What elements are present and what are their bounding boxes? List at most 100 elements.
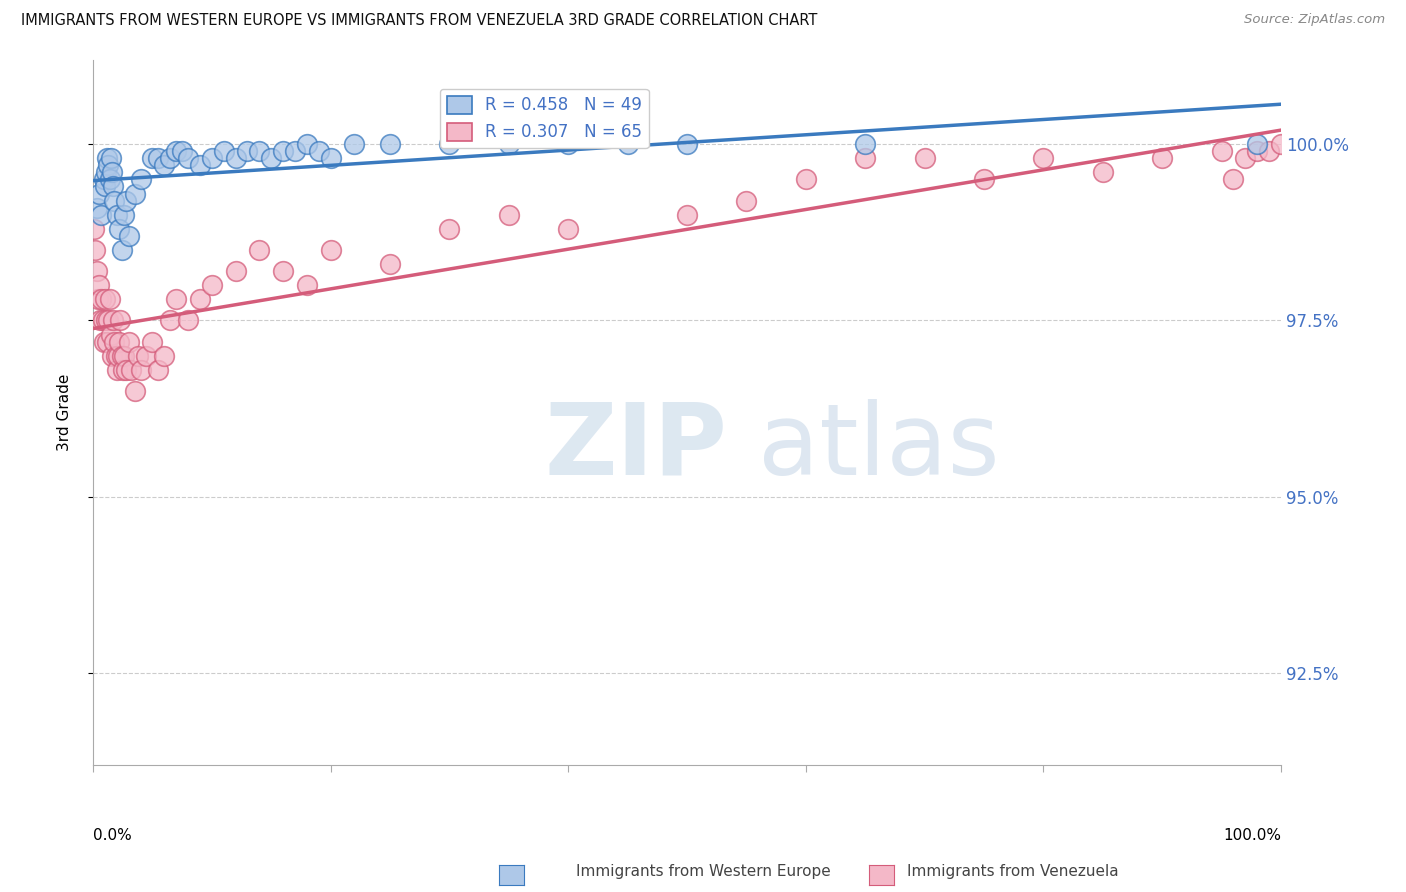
Point <box>1246 137 1268 152</box>
Point <box>112 349 135 363</box>
Point <box>124 186 146 201</box>
Point <box>853 151 876 165</box>
Point <box>115 363 138 377</box>
Text: 0.0%: 0.0% <box>93 828 132 843</box>
Point <box>201 278 224 293</box>
Point <box>87 293 110 307</box>
Point <box>212 145 235 159</box>
Point <box>1152 151 1174 165</box>
Point <box>90 208 112 222</box>
Point <box>676 137 699 152</box>
Point <box>1211 145 1233 159</box>
Point <box>129 172 152 186</box>
Point <box>159 151 181 165</box>
Point <box>107 349 129 363</box>
Point <box>111 363 134 377</box>
Point <box>165 293 187 307</box>
Point <box>105 363 128 377</box>
Point <box>103 313 125 327</box>
Point <box>100 151 122 165</box>
Point <box>141 334 163 349</box>
Point <box>225 264 247 278</box>
Point <box>914 151 936 165</box>
Point <box>177 151 200 165</box>
Point <box>153 349 176 363</box>
Point <box>676 208 699 222</box>
Point <box>557 137 579 152</box>
Point <box>93 334 115 349</box>
Legend: R = 0.458   N = 49, R = 0.307   N = 65: R = 0.458 N = 49, R = 0.307 N = 65 <box>440 89 648 148</box>
Point <box>295 278 318 293</box>
Point <box>94 179 117 194</box>
Point <box>112 208 135 222</box>
Point <box>343 137 366 152</box>
Point <box>188 293 211 307</box>
Point <box>498 208 520 222</box>
Point <box>260 151 283 165</box>
Text: Immigrants from Western Europe: Immigrants from Western Europe <box>575 863 831 879</box>
Point <box>118 228 141 243</box>
Point <box>319 243 342 257</box>
Point <box>159 313 181 327</box>
Point <box>90 293 112 307</box>
Point <box>120 363 142 377</box>
Text: atlas: atlas <box>758 399 1000 496</box>
Point <box>124 384 146 398</box>
Point <box>118 334 141 349</box>
Point <box>129 363 152 377</box>
Point <box>96 151 118 165</box>
Point <box>86 201 108 215</box>
Point <box>105 208 128 222</box>
Point <box>103 334 125 349</box>
Point <box>87 278 110 293</box>
Point <box>100 327 122 342</box>
Point <box>83 221 105 235</box>
Point <box>319 151 342 165</box>
Point <box>98 293 121 307</box>
Point <box>101 349 124 363</box>
Point <box>86 264 108 278</box>
Text: Source: ZipAtlas.com: Source: ZipAtlas.com <box>1244 13 1385 27</box>
Point <box>1270 137 1292 152</box>
Point <box>94 313 117 327</box>
Point <box>735 194 758 208</box>
Point <box>1234 151 1257 165</box>
Point <box>271 145 294 159</box>
Text: Immigrants from Venezuela: Immigrants from Venezuela <box>907 863 1118 879</box>
Point <box>1222 172 1244 186</box>
Point <box>110 349 132 363</box>
Point <box>115 194 138 208</box>
Point <box>271 264 294 278</box>
Point <box>236 145 259 159</box>
Point <box>89 313 111 327</box>
Point <box>108 221 131 235</box>
Point <box>378 137 401 152</box>
Point <box>188 158 211 172</box>
Point <box>91 313 114 327</box>
Point <box>794 172 817 186</box>
Text: ZIP: ZIP <box>544 399 727 496</box>
Point <box>201 151 224 165</box>
Point <box>295 137 318 152</box>
Point <box>1091 165 1114 179</box>
Point <box>148 363 170 377</box>
Point <box>98 172 121 186</box>
Point <box>1032 151 1054 165</box>
Point <box>1258 145 1281 159</box>
Point <box>148 151 170 165</box>
Point <box>104 349 127 363</box>
Point <box>225 151 247 165</box>
Point <box>94 293 117 307</box>
Point <box>110 313 132 327</box>
Point <box>93 172 115 186</box>
Point <box>284 145 307 159</box>
Point <box>557 221 579 235</box>
Point <box>973 172 995 186</box>
Point <box>439 137 461 152</box>
Point <box>141 151 163 165</box>
Point <box>378 257 401 271</box>
Point <box>853 137 876 152</box>
Point <box>94 165 117 179</box>
Point <box>108 334 131 349</box>
Text: 100.0%: 100.0% <box>1223 828 1281 843</box>
